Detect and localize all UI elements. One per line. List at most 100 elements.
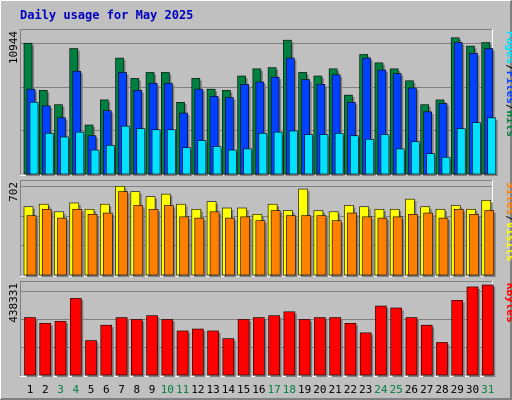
bar-pages-7 <box>121 125 130 175</box>
bar-kbytes-26 <box>405 317 418 376</box>
x-tick-29: 29 <box>451 383 464 396</box>
bar-sites-16 <box>255 220 266 276</box>
bar-kbytes-2 <box>39 322 52 376</box>
legend-entry: Hits <box>504 111 512 138</box>
bar-pages-11 <box>182 147 191 175</box>
x-tick-17: 17 <box>268 383 281 396</box>
x-tick-6: 6 <box>103 383 110 396</box>
bar-sites-24 <box>377 217 388 276</box>
bar-sites-30 <box>469 214 479 276</box>
y-max-label-kbytes: 438331 <box>7 283 20 323</box>
bar-sites-11 <box>179 216 189 276</box>
bar-sites-18 <box>286 215 296 276</box>
bar-kbytes-15 <box>237 319 250 376</box>
x-axis-ticks: 1 2 3 4 5 6 7 8 9 10 11 12 13 14 15 16 17 18 19 20 21 22 23 24 2… <box>27 383 495 396</box>
x-tick-9: 9 <box>149 383 156 396</box>
x-tick-27: 27 <box>420 383 433 396</box>
bar-kbytes-22 <box>344 322 357 376</box>
bar-kbytes-24 <box>375 305 387 376</box>
bar-kbytes-31 <box>481 284 494 376</box>
bar-kbytes-30 <box>466 286 479 376</box>
bar-sites-19 <box>301 215 311 276</box>
bar-kbytes-18 <box>283 311 296 376</box>
chart-title: Daily usage for May 2025 <box>20 8 193 22</box>
legend-entry: Sites <box>504 182 512 215</box>
x-tick-15: 15 <box>237 383 250 396</box>
bar-pages-8 <box>136 128 146 175</box>
bar-sites-5 <box>87 214 98 276</box>
bar-kbytes-25 <box>390 307 402 376</box>
bar-sites-23 <box>362 216 372 276</box>
bar-pages-9 <box>151 129 161 175</box>
bar-pages-20 <box>319 134 329 175</box>
bar-sites-12 <box>194 217 205 276</box>
bar-pages-5 <box>90 149 100 175</box>
bar-kbytes-6 <box>100 324 113 376</box>
bar-sites-31 <box>484 210 495 276</box>
bar-sites-4 <box>72 208 83 276</box>
bar-pages-4 <box>75 131 85 175</box>
bar-pages-27 <box>426 153 436 175</box>
bar-sites-10 <box>164 205 174 276</box>
bar-sites-2 <box>41 208 52 276</box>
bar-kbytes-16 <box>253 317 265 376</box>
x-tick-23: 23 <box>359 383 372 396</box>
x-tick-4: 4 <box>72 383 79 396</box>
x-tick-26: 26 <box>405 383 418 396</box>
bar-pages-3 <box>60 136 69 175</box>
x-tick-5: 5 <box>88 383 95 396</box>
x-tick-3: 3 <box>57 383 64 396</box>
bar-pages-22 <box>350 135 359 175</box>
x-tick-10: 10 <box>161 383 174 396</box>
bar-sites-22 <box>347 212 357 276</box>
bar-sites-1 <box>26 215 37 276</box>
bar-sites-25 <box>392 216 403 276</box>
bar-sites-14 <box>225 217 235 276</box>
x-tick-28: 28 <box>435 383 448 396</box>
bar-sites-8 <box>133 205 144 276</box>
x-tick-22: 22 <box>344 383 357 396</box>
bar-sites-27 <box>423 212 434 276</box>
bar-sites-17 <box>270 210 281 276</box>
bar-kbytes-7 <box>115 317 128 376</box>
legend-entry: Files <box>504 71 512 104</box>
x-tick-11: 11 <box>176 383 189 396</box>
bar-pages-23 <box>365 139 374 175</box>
bar-pages-29 <box>456 128 466 175</box>
chart-panels: 10944Pages/Files/Hits702Sites/Visits4383… <box>7 29 512 377</box>
bar-kbytes-5 <box>85 340 97 376</box>
legend-kbytes: KBytes <box>504 283 512 323</box>
bar-kbytes-11 <box>176 330 189 376</box>
bar-sites-7 <box>118 191 128 276</box>
x-tick-31: 31 <box>481 383 494 396</box>
bar-kbytes-13 <box>207 330 219 376</box>
y-max-label-visits-sites: 702 <box>7 182 20 202</box>
bar-pages-19 <box>304 134 313 175</box>
bar-sites-29 <box>453 208 464 276</box>
x-tick-14: 14 <box>222 383 236 396</box>
bar-pages-6 <box>105 145 115 175</box>
bar-pages-13 <box>212 146 222 175</box>
bar-pages-16 <box>258 133 268 175</box>
bar-kbytes-23 <box>359 332 372 376</box>
x-tick-7: 7 <box>118 383 125 396</box>
legend-visits-sites: Sites/Visits <box>504 182 512 262</box>
y-max-label-hits-files-pages: 10944 <box>7 31 20 64</box>
x-tick-18: 18 <box>283 383 296 396</box>
bar-kbytes-12 <box>192 328 204 376</box>
bar-kbytes-29 <box>451 300 464 376</box>
bar-sites-3 <box>57 217 67 276</box>
legend-entry: Pages <box>504 31 512 64</box>
bar-pages-18 <box>289 130 298 175</box>
x-tick-8: 8 <box>133 383 140 396</box>
bar-kbytes-9 <box>146 315 158 376</box>
bar-pages-14 <box>228 149 237 175</box>
bar-kbytes-17 <box>268 315 280 376</box>
bar-sites-21 <box>331 220 342 276</box>
bar-kbytes-10 <box>161 319 174 376</box>
bar-pages-30 <box>472 122 481 175</box>
bar-kbytes-20 <box>314 317 326 376</box>
bar-sites-9 <box>148 208 159 276</box>
x-tick-1: 1 <box>27 383 34 396</box>
